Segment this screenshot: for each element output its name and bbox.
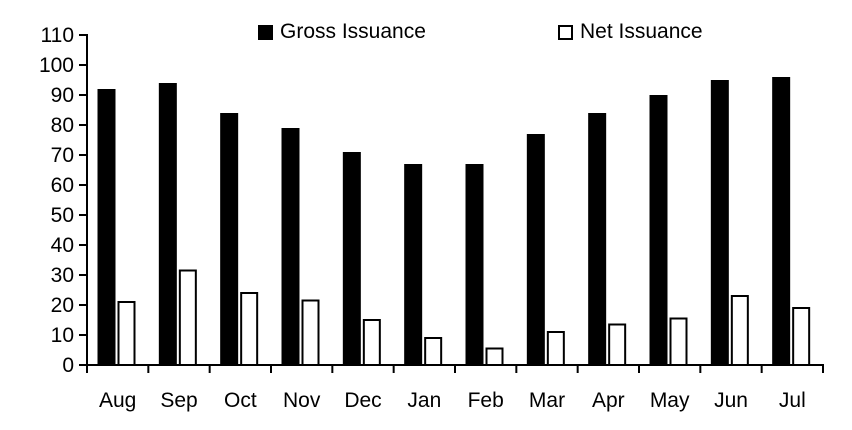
bar-net-mar (546, 331, 565, 366)
bar-gross-mar (526, 134, 545, 365)
bar-gross-may (649, 95, 668, 365)
bar-net-apr (608, 323, 627, 366)
bar-net-sep (178, 269, 197, 366)
y-axis-tick-label: 10 (51, 324, 74, 347)
bar-gross-jun (710, 80, 729, 365)
bar-gross-oct (220, 113, 239, 365)
bar-gross-nov (281, 128, 300, 365)
y-axis-tick-label: 80 (51, 114, 74, 137)
x-axis-label-dec: Dec (344, 389, 381, 412)
bar-net-may (669, 317, 688, 366)
y-axis-tick-label: 60 (51, 174, 74, 197)
gross-issuance-swatch-icon (258, 24, 273, 40)
bar-gross-apr (588, 113, 607, 365)
x-axis-label-sep: Sep (160, 389, 197, 412)
y-axis-tick-label: 110 (41, 24, 74, 47)
bar-gross-jan (404, 164, 423, 365)
bar-net-feb (485, 347, 504, 366)
x-axis-label-oct: Oct (224, 389, 257, 412)
x-axis-label-nov: Nov (283, 389, 321, 412)
bar-net-aug (117, 301, 136, 366)
bar-gross-sep (158, 83, 177, 365)
x-axis-label-apr: Apr (592, 389, 625, 412)
x-axis-label-feb: Feb (468, 389, 504, 412)
bar-gross-jul (772, 77, 791, 365)
x-axis-label-may: May (650, 389, 690, 412)
bar-net-jun (730, 295, 749, 366)
legend-label-net-issuance: Net Issuance (580, 20, 703, 43)
x-axis-label-jun: Jun (714, 389, 748, 412)
bar-net-dec (362, 319, 381, 366)
y-axis-tick-label: 50 (51, 204, 74, 227)
y-axis-tick-label: 100 (39, 54, 74, 77)
y-axis-tick-label: 0 (62, 354, 74, 377)
x-axis-label-jul: Jul (779, 389, 806, 412)
x-axis-label-mar: Mar (529, 389, 565, 412)
bar-net-jul (792, 307, 811, 366)
legend-item-gross-issuance: Gross Issuance (258, 20, 426, 44)
bar-net-nov (301, 299, 320, 366)
net-issuance-swatch-icon (558, 24, 573, 40)
x-axis-label-jan: Jan (407, 389, 441, 412)
legend-label-gross-issuance: Gross Issuance (280, 20, 426, 43)
y-axis-tick-label: 30 (51, 264, 74, 287)
y-axis-tick-label: 70 (51, 144, 74, 167)
bar-gross-dec (342, 152, 361, 365)
y-axis-tick-label: 40 (51, 234, 74, 257)
legend-item-net-issuance: Net Issuance (558, 20, 703, 44)
y-axis-tick-label: 90 (51, 84, 74, 107)
bar-gross-feb (465, 164, 484, 365)
y-axis-tick-label: 20 (51, 294, 74, 317)
bar-net-oct (240, 292, 259, 366)
bar-net-jan (424, 337, 443, 366)
x-axis-label-aug: Aug (99, 389, 136, 412)
bar-gross-aug (97, 89, 116, 365)
